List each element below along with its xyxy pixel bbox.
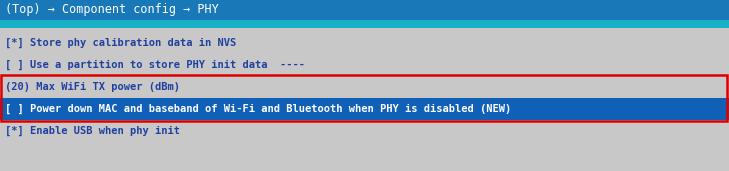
Bar xyxy=(1,75,727,121)
Text: [*] Enable USB when phy init: [*] Enable USB when phy init xyxy=(5,126,180,136)
Text: (20) Max WiFi TX power (dBm): (20) Max WiFi TX power (dBm) xyxy=(5,82,180,92)
Bar xyxy=(0,98,729,120)
Bar xyxy=(0,0,729,20)
Text: (Top) → Component config → PHY: (Top) → Component config → PHY xyxy=(5,3,219,16)
Bar xyxy=(0,28,729,171)
Text: [*] Store phy calibration data in NVS: [*] Store phy calibration data in NVS xyxy=(5,38,236,48)
Bar xyxy=(0,20,729,28)
Text: [ ] Power down MAC and baseband of Wi-Fi and Bluetooth when PHY is disabled (NEW: [ ] Power down MAC and baseband of Wi-Fi… xyxy=(5,104,511,114)
Text: [ ] Use a partition to store PHY init data  ----: [ ] Use a partition to store PHY init da… xyxy=(5,60,305,70)
